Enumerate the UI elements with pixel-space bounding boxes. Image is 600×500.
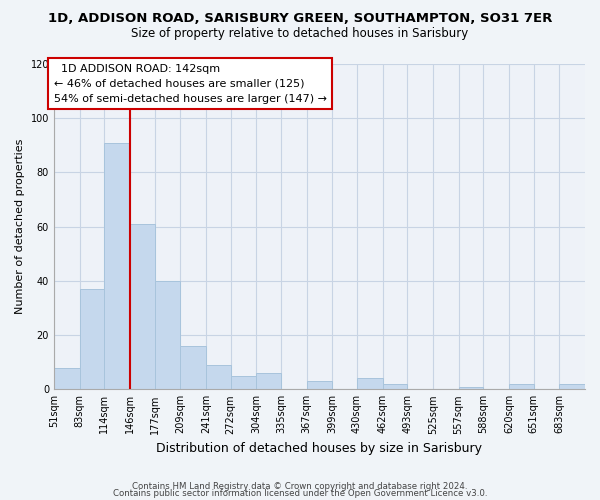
Bar xyxy=(357,378,383,390)
Text: Contains public sector information licensed under the Open Government Licence v3: Contains public sector information licen… xyxy=(113,490,487,498)
Bar xyxy=(206,365,230,390)
Text: 1D ADDISON ROAD: 142sqm  
← 46% of detached houses are smaller (125)
54% of semi: 1D ADDISON ROAD: 142sqm ← 46% of detache… xyxy=(54,64,327,104)
Text: Size of property relative to detached houses in Sarisbury: Size of property relative to detached ho… xyxy=(131,28,469,40)
X-axis label: Distribution of detached houses by size in Sarisbury: Distribution of detached houses by size … xyxy=(157,442,482,455)
Text: Contains HM Land Registry data © Crown copyright and database right 2024.: Contains HM Land Registry data © Crown c… xyxy=(132,482,468,491)
Y-axis label: Number of detached properties: Number of detached properties xyxy=(15,139,25,314)
Bar xyxy=(104,142,130,390)
Bar xyxy=(509,384,534,390)
Bar xyxy=(559,384,585,390)
Text: 1D, ADDISON ROAD, SARISBURY GREEN, SOUTHAMPTON, SO31 7ER: 1D, ADDISON ROAD, SARISBURY GREEN, SOUTH… xyxy=(48,12,552,26)
Bar xyxy=(80,289,104,390)
Bar xyxy=(54,368,80,390)
Bar xyxy=(180,346,206,390)
Bar xyxy=(155,281,180,390)
Bar xyxy=(130,224,155,390)
Bar xyxy=(458,386,484,390)
Bar xyxy=(230,376,256,390)
Bar xyxy=(307,381,332,390)
Bar xyxy=(383,384,407,390)
Bar xyxy=(256,373,281,390)
